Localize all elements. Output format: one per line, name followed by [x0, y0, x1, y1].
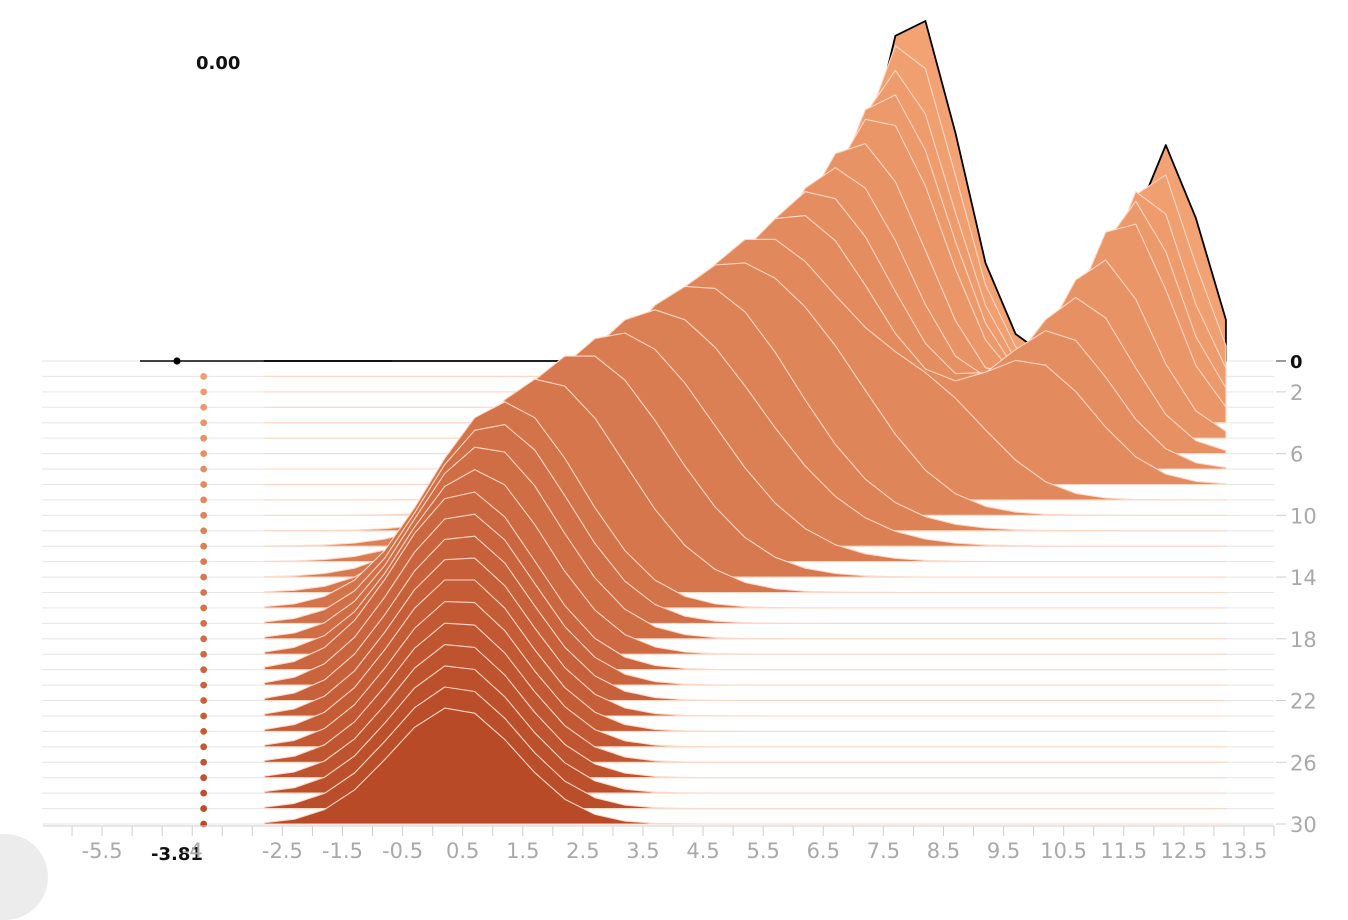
- hover-dot: [200, 542, 208, 550]
- hover-step-label: 0: [1290, 352, 1303, 373]
- x-tick-label: 2.5: [566, 839, 599, 863]
- x-axis: -5.5 -4 -2.5 -1.5 -0.5 0.5 1.5 2.5 3.5 4.5 5.5 6.5 7…: [43, 825, 1275, 863]
- hover-dot: [200, 635, 208, 643]
- hover-dot: [200, 403, 208, 411]
- hover-dot: [200, 758, 208, 766]
- histogram-ridge-chart[interactable]: 0.00 -3.81 0 -5.5 -4 -2.5 -1.5 -0.5 0.5 1.5 2.5…: [0, 0, 1348, 872]
- hover-dot: [200, 388, 208, 396]
- hover-dot: [200, 434, 208, 442]
- y-tick-label: 6: [1290, 443, 1303, 467]
- x-tick-label: 9.5: [987, 839, 1020, 863]
- y-tick-label: 2: [1290, 381, 1303, 405]
- x-tick-label: 1.5: [506, 839, 539, 863]
- hover-dot: [200, 619, 208, 627]
- y-tick-label: 14: [1290, 566, 1317, 590]
- ridge-step-30: [263, 707, 1227, 825]
- x-tick-label: 4.5: [686, 839, 719, 863]
- hover-dot: [200, 604, 208, 612]
- hover-dot: [200, 573, 208, 581]
- x-tick-label: 11.5: [1100, 839, 1147, 863]
- hover-dot: [200, 496, 208, 504]
- x-tick-label: 5.5: [746, 839, 779, 863]
- x-tick-label: 13.5: [1221, 839, 1268, 863]
- hover-dot: [200, 527, 208, 535]
- hover-dot: [200, 481, 208, 488]
- x-tick-label: -5.5: [82, 839, 123, 863]
- x-tick-label: 0.5: [446, 839, 479, 863]
- x-tick-label: -1.5: [322, 839, 363, 863]
- hover-dot: [200, 465, 208, 473]
- hover-dot: [200, 681, 208, 689]
- y-tick-label: 26: [1290, 751, 1317, 775]
- x-tick-label: 7.5: [867, 839, 900, 863]
- x-tick-label: 10.5: [1040, 839, 1087, 863]
- hover-x-label: -3.81: [151, 844, 203, 865]
- ridge-series: [263, 20, 1227, 825]
- hover-dot: [200, 743, 208, 751]
- hover-dot: [200, 697, 208, 704]
- hover-dot: [200, 650, 208, 658]
- x-tick-label: 3.5: [626, 839, 659, 863]
- y-tick-label: 18: [1290, 628, 1317, 652]
- hover-dot: [200, 712, 208, 720]
- hover-dot: [200, 774, 208, 782]
- hover-dot: [200, 419, 208, 427]
- y-tick-label: 22: [1290, 690, 1317, 714]
- hover-dot: [200, 666, 208, 674]
- hover-dot: [200, 558, 208, 566]
- hover-dot: [200, 450, 208, 457]
- hover-dot: [200, 511, 208, 519]
- hover-dot: [200, 728, 208, 735]
- x-tick-label: 6.5: [807, 839, 840, 863]
- hover-dot: [200, 589, 208, 596]
- x-tick-label: -4: [182, 839, 203, 863]
- x-tick-label: 8.5: [927, 839, 960, 863]
- x-tick-label: -0.5: [382, 839, 423, 863]
- x-tick-label: -2.5: [262, 839, 303, 863]
- hover-value-label: 0.00: [196, 53, 240, 74]
- hover-dot: [200, 805, 208, 812]
- hover-dot: [200, 789, 208, 797]
- y-tick-label: 10: [1290, 504, 1317, 528]
- x-tick-label: 12.5: [1160, 839, 1207, 863]
- hover-dot: [200, 373, 208, 380]
- hover-dots: [200, 373, 208, 828]
- hover-overlay: 0.00 -3.81 0: [140, 53, 1303, 865]
- hover-point: [173, 357, 181, 365]
- y-tick-label: 30: [1290, 813, 1317, 837]
